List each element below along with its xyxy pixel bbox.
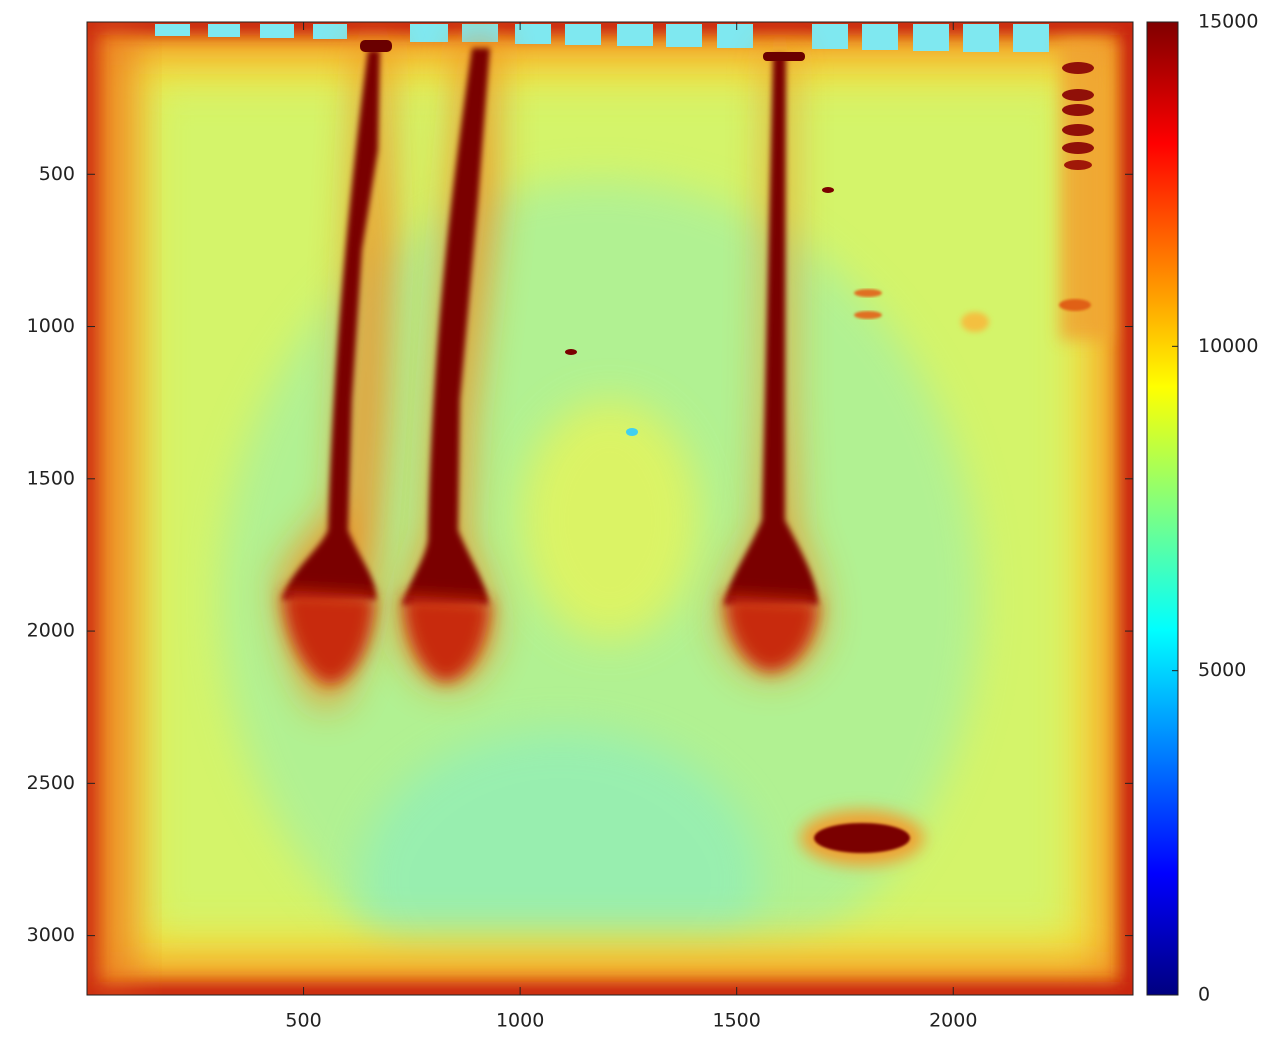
x-tick-label: 500	[285, 1010, 321, 1032]
wells	[155, 24, 1049, 52]
y-tick-label: 2500	[27, 772, 75, 794]
y-tick-label: 3000	[27, 924, 75, 946]
y-tick-label: 1000	[27, 315, 75, 337]
colorbar	[1146, 21, 1179, 996]
colorbar-tick-label: 0	[1198, 984, 1210, 1006]
heatmap-image	[87, 22, 1133, 995]
plot-frame	[86, 21, 1134, 996]
y-tick-label: 500	[39, 163, 75, 185]
ladder	[1059, 40, 1110, 340]
x-tick-label: 1000	[496, 1010, 544, 1032]
colorbar-tick-label: 15000	[1198, 11, 1258, 33]
x-tick-label: 1500	[713, 1010, 761, 1032]
smears	[280, 40, 821, 710]
colorbar-tick-label: 5000	[1198, 659, 1246, 681]
spots	[565, 187, 989, 866]
y-tick-label: 1500	[27, 467, 75, 489]
colorbar-tick-label: 10000	[1198, 335, 1258, 357]
x-tick-label: 2000	[929, 1010, 977, 1032]
y-tick-label: 2000	[27, 620, 75, 642]
